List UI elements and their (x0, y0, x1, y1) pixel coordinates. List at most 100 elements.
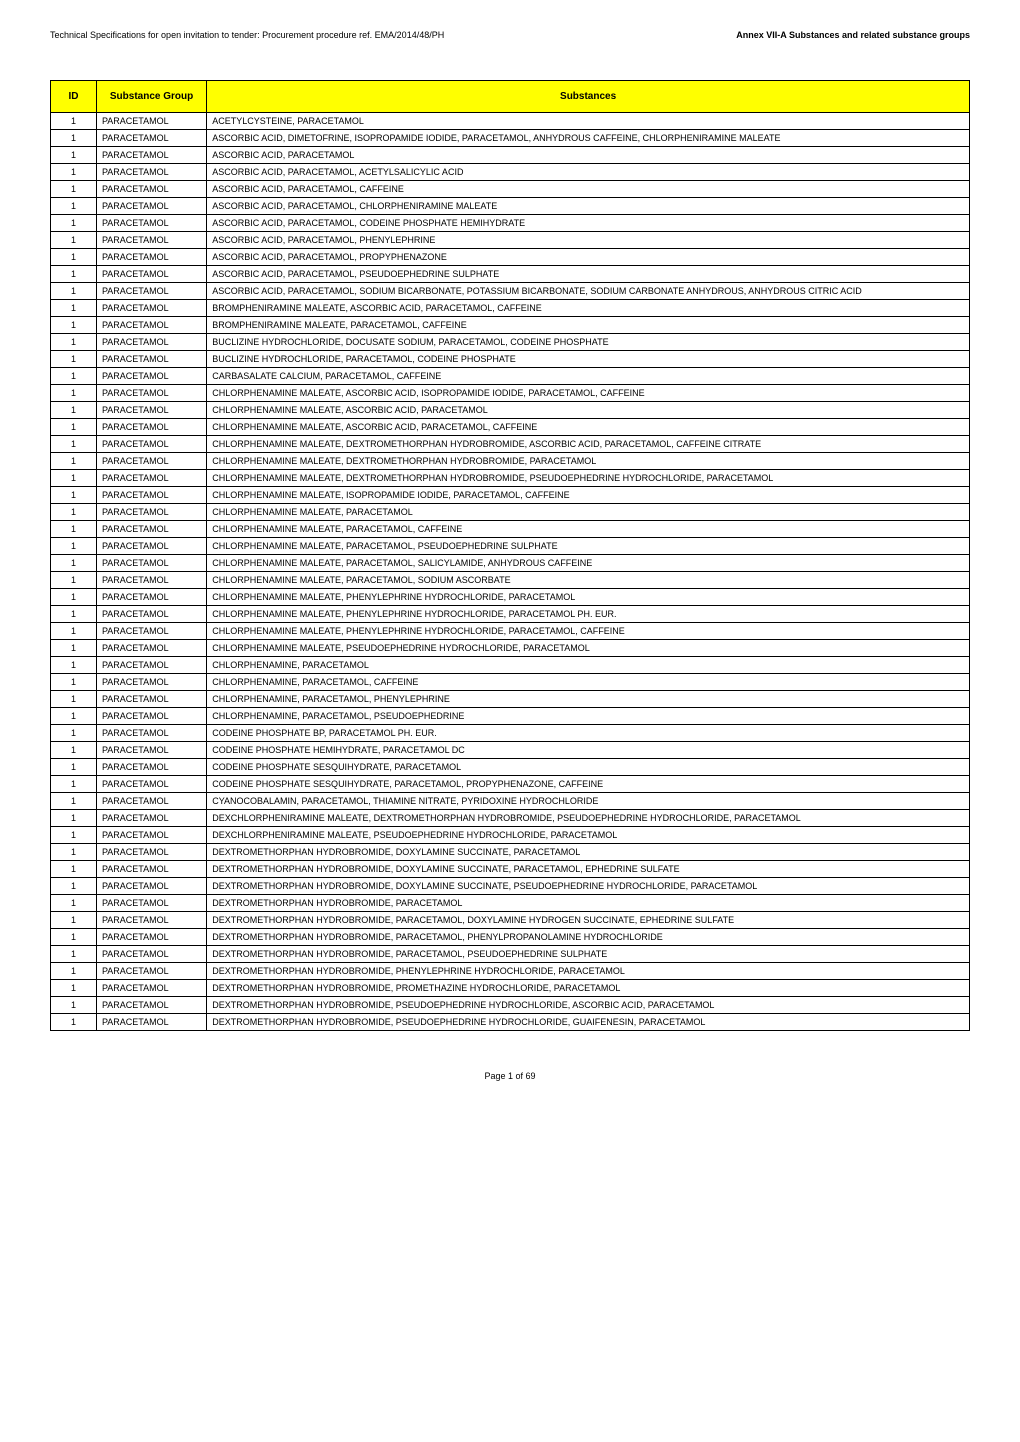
cell-substances: CHLORPHENAMINE MALEATE, ASCORBIC ACID, I… (207, 385, 970, 402)
cell-substances: DEXTROMETHORPHAN HYDROBROMIDE, PHENYLEPH… (207, 963, 970, 980)
cell-group: PARACETAMOL (96, 708, 206, 725)
cell-id: 1 (51, 181, 97, 198)
cell-substances: ASCORBIC ACID, PARACETAMOL, CHLORPHENIRA… (207, 198, 970, 215)
table-row: 1PARACETAMOLCHLORPHENAMINE MALEATE, ISOP… (51, 487, 970, 504)
cell-group: PARACETAMOL (96, 419, 206, 436)
table-row: 1PARACETAMOLASCORBIC ACID, PARACETAMOL, … (51, 249, 970, 266)
table-row: 1PARACETAMOLCHLORPHENAMINE MALEATE, PARA… (51, 504, 970, 521)
cell-group: PARACETAMOL (96, 317, 206, 334)
cell-substances: CHLORPHENAMINE MALEATE, PSEUDOEPHEDRINE … (207, 640, 970, 657)
cell-substances: BROMPHENIRAMINE MALEATE, PARACETAMOL, CA… (207, 317, 970, 334)
cell-group: PARACETAMOL (96, 606, 206, 623)
cell-substances: CODEINE PHOSPHATE BP, PARACETAMOL PH. EU… (207, 725, 970, 742)
cell-group: PARACETAMOL (96, 147, 206, 164)
cell-id: 1 (51, 623, 97, 640)
table-row: 1PARACETAMOLDEXTROMETHORPHAN HYDROBROMID… (51, 912, 970, 929)
cell-id: 1 (51, 895, 97, 912)
table-header-row: ID Substance Group Substances (51, 81, 970, 113)
table-row: 1PARACETAMOLDEXTROMETHORPHAN HYDROBROMID… (51, 997, 970, 1014)
cell-group: PARACETAMOL (96, 164, 206, 181)
table-row: 1PARACETAMOLCHLORPHENAMINE MALEATE, DEXT… (51, 453, 970, 470)
cell-id: 1 (51, 980, 97, 997)
table-row: 1PARACETAMOLASCORBIC ACID, PARACETAMOL, … (51, 283, 970, 300)
cell-group: PARACETAMOL (96, 249, 206, 266)
cell-substances: CHLORPHENAMINE, PARACETAMOL, PSEUDOEPHED… (207, 708, 970, 725)
table-row: 1PARACETAMOLDEXTROMETHORPHAN HYDROBROMID… (51, 844, 970, 861)
table-row: 1PARACETAMOLDEXTROMETHORPHAN HYDROBROMID… (51, 878, 970, 895)
column-header-group: Substance Group (96, 81, 206, 113)
cell-group: PARACETAMOL (96, 742, 206, 759)
cell-group: PARACETAMOL (96, 572, 206, 589)
cell-substances: CHLORPHENAMINE MALEATE, DEXTROMETHORPHAN… (207, 436, 970, 453)
cell-id: 1 (51, 1014, 97, 1031)
cell-id: 1 (51, 861, 97, 878)
cell-group: PARACETAMOL (96, 963, 206, 980)
cell-id: 1 (51, 504, 97, 521)
cell-substances: CODEINE PHOSPHATE SESQUIHYDRATE, PARACET… (207, 759, 970, 776)
cell-id: 1 (51, 589, 97, 606)
table-row: 1PARACETAMOLASCORBIC ACID, PARACETAMOL, … (51, 232, 970, 249)
cell-id: 1 (51, 929, 97, 946)
cell-id: 1 (51, 742, 97, 759)
cell-group: PARACETAMOL (96, 895, 206, 912)
table-row: 1PARACETAMOLASCORBIC ACID, PARACETAMOL (51, 147, 970, 164)
cell-id: 1 (51, 691, 97, 708)
table-row: 1PARACETAMOLASCORBIC ACID, PARACETAMOL, … (51, 181, 970, 198)
cell-substances: CHLORPHENAMINE MALEATE, PARACETAMOL (207, 504, 970, 521)
cell-group: PARACETAMOL (96, 436, 206, 453)
cell-id: 1 (51, 164, 97, 181)
cell-id: 1 (51, 487, 97, 504)
table-row: 1PARACETAMOLDEXTROMETHORPHAN HYDROBROMID… (51, 1014, 970, 1031)
cell-substances: ASCORBIC ACID, PARACETAMOL, PROPYPHENAZO… (207, 249, 970, 266)
table-row: 1PARACETAMOLBROMPHENIRAMINE MALEATE, ASC… (51, 300, 970, 317)
cell-group: PARACETAMOL (96, 810, 206, 827)
cell-substances: DEXTROMETHORPHAN HYDROBROMIDE, DOXYLAMIN… (207, 861, 970, 878)
cell-group: PARACETAMOL (96, 640, 206, 657)
cell-id: 1 (51, 946, 97, 963)
table-row: 1PARACETAMOLCHLORPHENAMINE MALEATE, DEXT… (51, 470, 970, 487)
table-row: 1PARACETAMOLDEXTROMETHORPHAN HYDROBROMID… (51, 895, 970, 912)
table-row: 1PARACETAMOLCHLORPHENAMINE MALEATE, PARA… (51, 538, 970, 555)
cell-substances: CYANOCOBALAMIN, PARACETAMOL, THIAMINE NI… (207, 793, 970, 810)
page-number: Page 1 of 69 (484, 1071, 535, 1081)
table-row: 1PARACETAMOLBUCLIZINE HYDROCHLORIDE, DOC… (51, 334, 970, 351)
cell-substances: BROMPHENIRAMINE MALEATE, ASCORBIC ACID, … (207, 300, 970, 317)
cell-id: 1 (51, 963, 97, 980)
cell-id: 1 (51, 385, 97, 402)
cell-id: 1 (51, 759, 97, 776)
page-header: Technical Specifications for open invita… (50, 30, 970, 40)
cell-substances: ASCORBIC ACID, PARACETAMOL (207, 147, 970, 164)
cell-substances: CHLORPHENAMINE MALEATE, PARACETAMOL, CAF… (207, 521, 970, 538)
cell-substances: DEXCHLORPHENIRAMINE MALEATE, DEXTROMETHO… (207, 810, 970, 827)
table-row: 1PARACETAMOLCODEINE PHOSPHATE SESQUIHYDR… (51, 776, 970, 793)
column-header-substances: Substances (207, 81, 970, 113)
cell-group: PARACETAMOL (96, 912, 206, 929)
table-row: 1PARACETAMOLCHLORPHENAMINE MALEATE, ASCO… (51, 402, 970, 419)
table-row: 1PARACETAMOLCHLORPHENAMINE, PARACETAMOL,… (51, 708, 970, 725)
cell-id: 1 (51, 657, 97, 674)
table-row: 1PARACETAMOLASCORBIC ACID, PARACETAMOL, … (51, 164, 970, 181)
cell-substances: CHLORPHENAMINE MALEATE, PARACETAMOL, SOD… (207, 572, 970, 589)
cell-group: PARACETAMOL (96, 1014, 206, 1031)
cell-id: 1 (51, 266, 97, 283)
table-row: 1PARACETAMOLBROMPHENIRAMINE MALEATE, PAR… (51, 317, 970, 334)
cell-substances: CHLORPHENAMINE MALEATE, PHENYLEPHRINE HY… (207, 589, 970, 606)
cell-group: PARACETAMOL (96, 232, 206, 249)
table-row: 1PARACETAMOLDEXTROMETHORPHAN HYDROBROMID… (51, 929, 970, 946)
cell-substances: CHLORPHENAMINE MALEATE, ISOPROPAMIDE IOD… (207, 487, 970, 504)
cell-id: 1 (51, 351, 97, 368)
cell-id: 1 (51, 198, 97, 215)
cell-group: PARACETAMOL (96, 589, 206, 606)
cell-group: PARACETAMOL (96, 215, 206, 232)
cell-substances: DEXTROMETHORPHAN HYDROBROMIDE, DOXYLAMIN… (207, 844, 970, 861)
cell-substances: CARBASALATE CALCIUM, PARACETAMOL, CAFFEI… (207, 368, 970, 385)
cell-substances: ASCORBIC ACID, PARACETAMOL, CAFFEINE (207, 181, 970, 198)
cell-id: 1 (51, 674, 97, 691)
cell-group: PARACETAMOL (96, 334, 206, 351)
cell-substances: ACETYLCYSTEINE, PARACETAMOL (207, 113, 970, 130)
table-row: 1PARACETAMOLCODEINE PHOSPHATE SESQUIHYDR… (51, 759, 970, 776)
cell-id: 1 (51, 419, 97, 436)
table-row: 1PARACETAMOLCHLORPHENAMINE MALEATE, PARA… (51, 521, 970, 538)
cell-substances: CODEINE PHOSPHATE SESQUIHYDRATE, PARACET… (207, 776, 970, 793)
cell-substances: ASCORBIC ACID, PARACETAMOL, ACETYLSALICY… (207, 164, 970, 181)
